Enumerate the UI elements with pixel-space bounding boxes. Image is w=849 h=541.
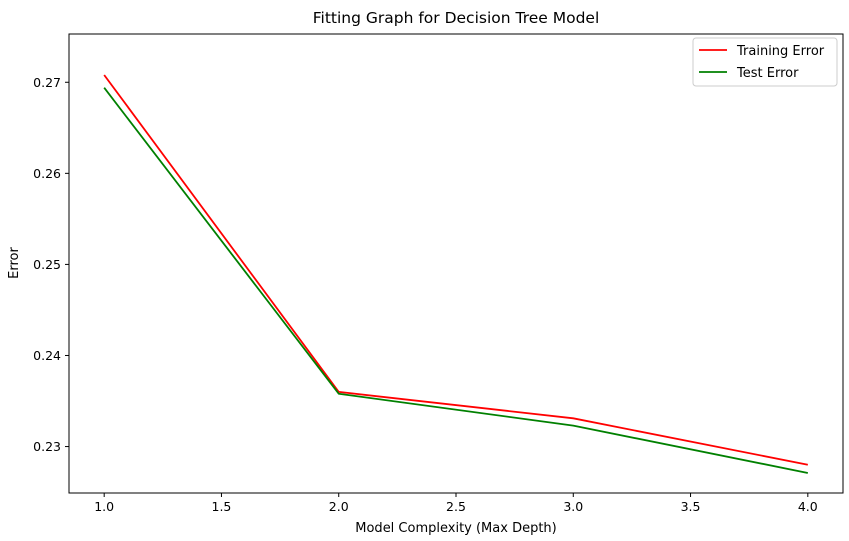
plot-lines	[103, 74, 808, 474]
x-tick-label: 1.0	[94, 499, 114, 514]
y-tick-label: 0.23	[33, 439, 61, 454]
legend: Training Error Test Error	[692, 37, 838, 87]
series-line-test-error	[103, 87, 808, 474]
legend-label-test-error: Test Error	[736, 66, 799, 81]
x-axis-label: Model Complexity (Max Depth)	[355, 521, 556, 536]
y-tick-label: 0.27	[33, 75, 61, 90]
y-tick-label: 0.26	[33, 166, 61, 181]
y-axis: 0.23 0.24 0.25 0.26 0.27	[33, 75, 69, 454]
x-tick-label: 1.5	[212, 499, 232, 514]
x-tick-label: 4.0	[798, 499, 818, 514]
chart-title: Fitting Graph for Decision Tree Model	[313, 9, 600, 27]
x-tick-label: 3.5	[681, 499, 701, 514]
x-tick-label: 2.5	[446, 499, 466, 514]
x-tick-label: 2.0	[329, 499, 349, 514]
x-axis: 1.0 1.5 2.0 2.5 3.0 3.5 4.0	[94, 493, 818, 514]
y-tick-label: 0.24	[33, 348, 61, 363]
legend-box	[692, 37, 838, 87]
y-axis-label: Error	[7, 247, 22, 279]
y-tick-label: 0.25	[33, 257, 61, 272]
x-tick-label: 3.0	[563, 499, 583, 514]
plot-frame	[68, 33, 844, 494]
legend-label-training-error: Training Error	[736, 44, 825, 59]
series-line-training-error	[103, 74, 808, 466]
